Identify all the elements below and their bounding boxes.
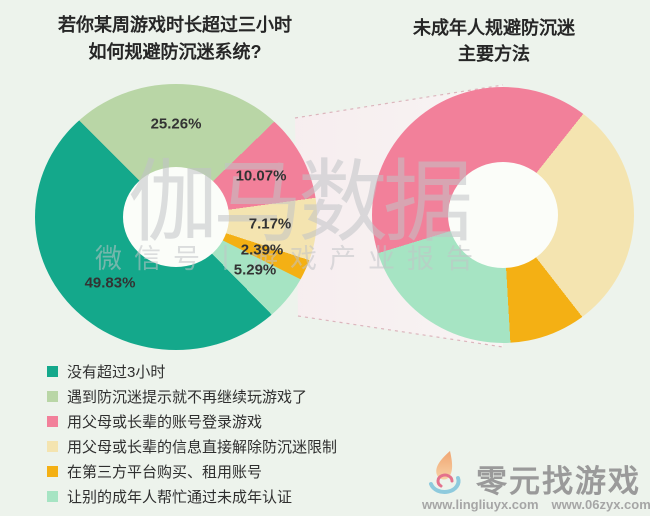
site-urls: www.lingliuyx.com www.06zyx.com [422,497,650,512]
right-chart-title-line2: 主要方法 [458,44,530,64]
legend-item-no-excess: 没有超过3小时 [47,359,337,384]
site-logo-text: 零元找游戏 [476,464,641,499]
left-chart-title-line2: 如何规避防沉迷系统? [88,42,262,62]
left-donut-chart [35,84,317,350]
segment-label-amber: 2.39% [240,241,284,259]
legend-swatch-cream [47,441,58,452]
legend-label: 在第三方平台购买、租用账号 [67,464,263,481]
legend-swatch-sage [47,391,58,402]
legend-item-parent-account: 用父母或长辈的账号登录游戏 [47,409,337,434]
legend-swatch-pink [47,416,58,427]
legend-item-adult-help: 让别的成年人帮忙通过未成年认证 [47,484,337,509]
legend-item-parent-info: 用父母或长辈的信息直接解除防沉迷限制 [47,434,337,459]
left-chart-title: 若你某周游戏时长超过三小时 如何规避防沉迷系统? [10,12,340,66]
legend-label: 遇到防沉迷提示就不再继续玩游戏了 [67,389,308,406]
left-chart-title-line1: 若你某周游戏时长超过三小时 [58,15,292,35]
legend-swatch-teal [47,366,58,377]
legend-item-stop-playing: 遇到防沉迷提示就不再继续玩游戏了 [47,384,337,409]
segment-label-mint: 5.29% [233,261,277,279]
segment-label-pink: 10.07% [235,167,287,185]
right-chart-title: 未成年人规避防沉迷 主要方法 [374,15,614,67]
legend-label: 用父母或长辈的账号登录游戏 [67,414,263,431]
legend-label: 用父母或长辈的信息直接解除防沉迷限制 [67,439,338,456]
left-donut-hole [123,167,229,267]
flame-swirl-logo-icon [429,451,461,495]
legend-item-third-party: 在第三方平台购买、租用账号 [47,459,337,484]
legend-swatch-amber [47,466,58,477]
segment-label-teal: 49.83% [84,274,136,292]
segment-label-cream: 7.17% [248,215,292,233]
site-logo-block: 零元找游戏 www.lingliuyx.com www.06zyx.com [420,448,650,514]
right-chart-title-line1: 未成年人规避防沉迷 [413,18,575,38]
legend-swatch-mint [47,491,58,502]
segment-label-sage: 25.26% [150,115,202,133]
chart-legend: 没有超过3小时 遇到防沉迷提示就不再继续玩游戏了 用父母或长辈的账号登录游戏 用… [47,359,337,509]
legend-label: 让别的成年人帮忙通过未成年认证 [67,489,293,506]
site-url-06zyx: www.06zyx.com [551,497,650,512]
right-donut-chart [372,87,634,343]
right-donut-hole [448,162,558,268]
site-url-lingliuyx: www.lingliuyx.com [422,497,539,512]
legend-label: 没有超过3小时 [67,364,166,381]
